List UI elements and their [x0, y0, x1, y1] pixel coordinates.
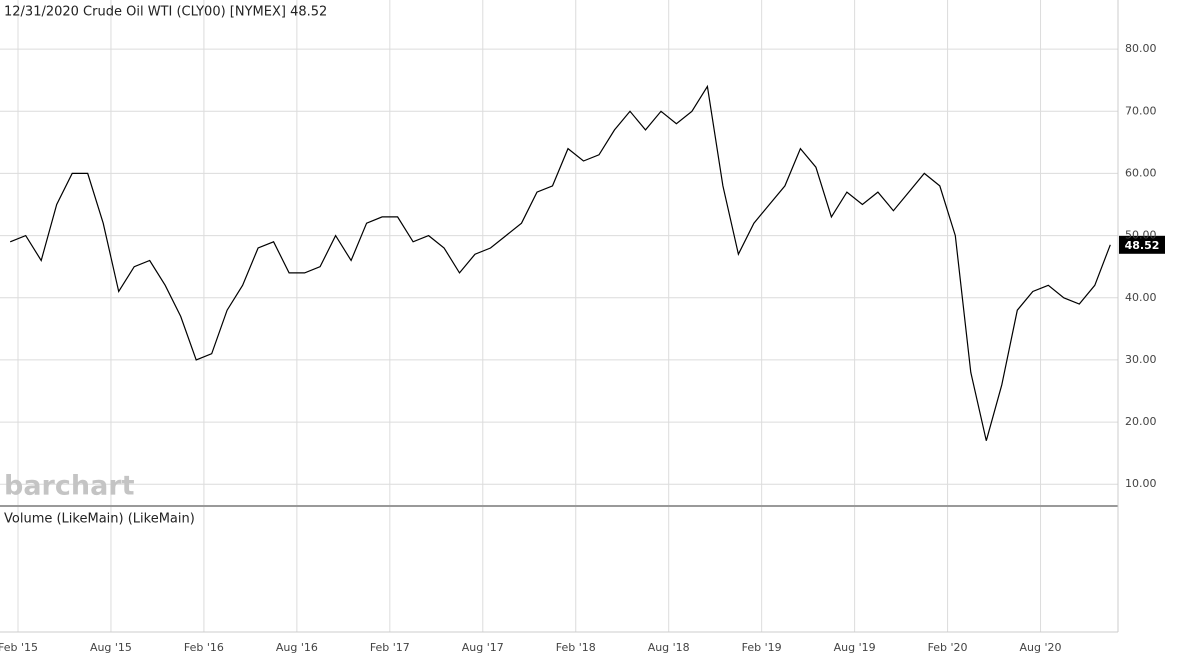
x-tick-label: Feb '18 — [556, 641, 596, 654]
x-tick-label: Feb '19 — [742, 641, 782, 654]
x-tick-label: Feb '20 — [928, 641, 968, 654]
y-tick-label: 50.00 — [1125, 229, 1157, 242]
watermark: barchart — [4, 471, 135, 502]
y-tick-label: 20.00 — [1125, 415, 1157, 428]
x-tick-label: Feb '15 — [0, 641, 38, 654]
y-tick-label: 40.00 — [1125, 291, 1157, 304]
x-tick-label: Aug '17 — [462, 641, 504, 654]
panel-title: Volume (LikeMain) (LikeMain) — [4, 512, 195, 527]
chart-title: 12/31/2020 Crude Oil WTI (CLY00) [NYMEX]… — [4, 5, 327, 20]
y-tick-label: 70.00 — [1125, 104, 1157, 117]
y-tick-label: 60.00 — [1125, 166, 1157, 179]
x-tick-label: Aug '19 — [834, 641, 876, 654]
last-price-badge — [1119, 235, 1165, 254]
x-tick-label: Aug '18 — [648, 641, 690, 654]
x-tick-label: Feb '17 — [370, 641, 410, 654]
last-price-label: 48.52 — [1125, 239, 1160, 252]
y-tick-label: 30.00 — [1125, 353, 1157, 366]
plot: 48.52 — [9, 84, 1165, 441]
price-line — [9, 84, 1111, 441]
grid — [0, 0, 1118, 632]
x-tick-label: Feb '16 — [184, 641, 224, 654]
x-tick-label: Aug '16 — [276, 641, 318, 654]
x-tick-label: Aug '15 — [90, 641, 132, 654]
y-tick-label: 10.00 — [1125, 477, 1157, 490]
x-tick-label: Aug '20 — [1020, 641, 1062, 654]
y-tick-label: 80.00 — [1125, 42, 1157, 55]
